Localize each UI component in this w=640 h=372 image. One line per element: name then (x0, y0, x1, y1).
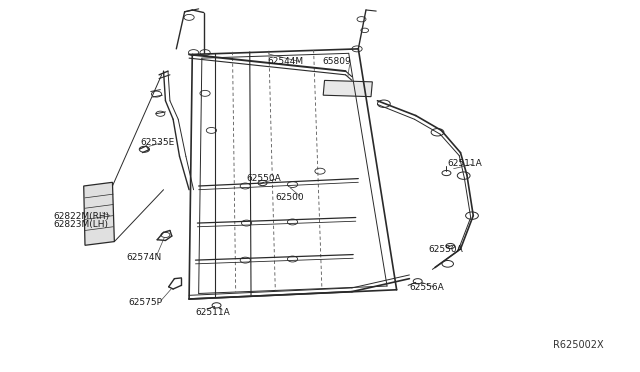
Text: 62550A: 62550A (246, 174, 282, 183)
Text: 62575P: 62575P (129, 298, 163, 307)
Text: 62511A: 62511A (448, 159, 483, 168)
Polygon shape (84, 182, 115, 245)
Text: 65809: 65809 (322, 57, 351, 66)
Text: R625002X: R625002X (553, 340, 604, 350)
Text: 62556A: 62556A (410, 283, 444, 292)
Text: 62544M: 62544M (268, 57, 304, 66)
Text: 62550A: 62550A (429, 245, 463, 254)
Text: 62822M(RH): 62822M(RH) (53, 212, 109, 221)
Text: 62535E: 62535E (140, 138, 174, 147)
Text: 62574N: 62574N (127, 253, 162, 262)
Text: 62500: 62500 (275, 193, 304, 202)
Text: 62511A: 62511A (195, 308, 230, 317)
Bar (323, 80, 372, 97)
Text: 62823M(LH): 62823M(LH) (53, 221, 108, 230)
